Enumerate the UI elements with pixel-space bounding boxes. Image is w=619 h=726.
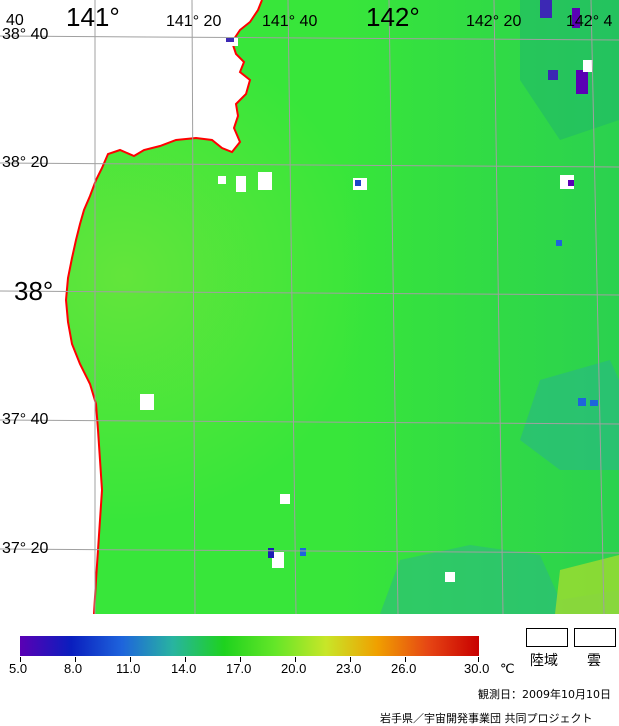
graticule bbox=[0, 0, 619, 614]
longitude-label: 141° bbox=[66, 2, 120, 32]
colorbar-tick bbox=[20, 657, 21, 662]
cloud-legend-label: 雲 bbox=[587, 653, 601, 669]
cool-water-patch bbox=[380, 545, 619, 614]
latitude-label: 38° 20 bbox=[2, 154, 49, 171]
colorbar-tick-label: 5.0 bbox=[9, 661, 28, 676]
meridian-line bbox=[388, 0, 399, 614]
colorbar-tick bbox=[350, 657, 351, 662]
longitude-label: 142° bbox=[366, 2, 420, 32]
colorbar-tick-label: 17.0 bbox=[226, 661, 252, 676]
parallel-line bbox=[0, 35, 619, 41]
cool-water-patch bbox=[520, 360, 619, 470]
cool-water-patch bbox=[520, 0, 619, 140]
coastline bbox=[64, 0, 263, 614]
colorbar-tick bbox=[130, 657, 131, 662]
colorbar-tick-label: 23.0 bbox=[336, 661, 362, 676]
sst-map: 40 141° 141° 20 141° 40 142° 142° 20 142… bbox=[0, 0, 619, 614]
corner-label: 40 bbox=[6, 12, 24, 29]
parallel-line bbox=[0, 419, 619, 425]
latitude-label: 37° 40 bbox=[2, 411, 49, 428]
colorbar-tick bbox=[405, 657, 406, 662]
land-area bbox=[0, 0, 262, 614]
longitude-label: 141° 40 bbox=[262, 13, 318, 30]
colorbar-tick-label: 11.0 bbox=[116, 661, 141, 676]
observation-date: 観測日：2009年10月10日 bbox=[478, 688, 611, 701]
sst-map-image bbox=[0, 0, 619, 614]
colorbar-tick-label: 14.0 bbox=[171, 661, 197, 676]
longitude-label: 142° 4 bbox=[566, 13, 613, 30]
parallel-line bbox=[0, 290, 619, 296]
colorbar-gradient bbox=[20, 636, 479, 656]
land-legend-label: 陸域 bbox=[530, 653, 558, 669]
colorbar-tick-label: 30.0 bbox=[464, 661, 490, 676]
colorbar-tick-label: 26.0 bbox=[391, 661, 417, 676]
latitude-label: 37° 20 bbox=[2, 540, 49, 557]
latitude-label: 38° 40 bbox=[2, 26, 49, 43]
meridian-line bbox=[590, 0, 605, 614]
colorbar-tick bbox=[295, 657, 296, 662]
parallel-line bbox=[0, 548, 619, 554]
longitude-label: 141° 20 bbox=[166, 13, 222, 30]
cloud-legend-swatch bbox=[574, 628, 616, 647]
colorbar-tick-label: 8.0 bbox=[64, 661, 83, 676]
colorbar-tick bbox=[240, 657, 241, 662]
longitude-label: 142° 20 bbox=[466, 13, 522, 30]
parallel-line bbox=[0, 162, 619, 168]
colorbar-tick-label: 20.0 bbox=[281, 661, 307, 676]
meridian-line bbox=[191, 0, 196, 614]
colorbar-tick bbox=[185, 657, 186, 662]
project-credit: 岩手県／宇宙開発事業団 共同プロジェクト bbox=[380, 712, 593, 725]
colorbar-tick bbox=[478, 657, 479, 662]
latitude-label: 38° bbox=[14, 276, 54, 306]
meridian-line bbox=[493, 0, 504, 614]
colorbar-unit: ℃ bbox=[500, 661, 515, 676]
colorbar-tick bbox=[75, 657, 76, 662]
land-legend-swatch bbox=[526, 628, 568, 647]
meridian-line bbox=[287, 0, 297, 614]
temperature-colorbar bbox=[20, 636, 479, 656]
